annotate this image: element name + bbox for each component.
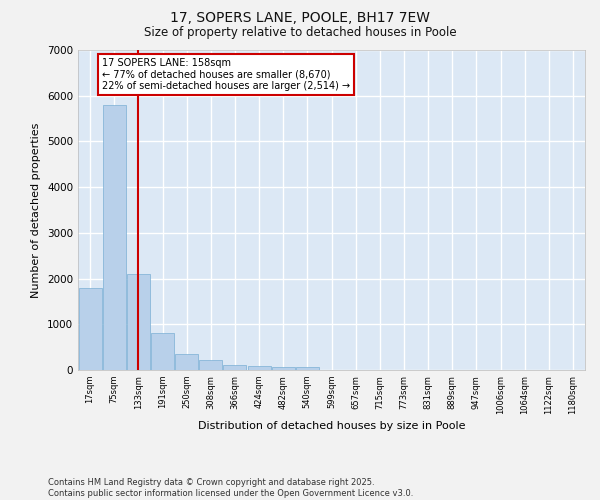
Text: 17, SOPERS LANE, POOLE, BH17 7EW: 17, SOPERS LANE, POOLE, BH17 7EW — [170, 11, 430, 25]
Bar — [223, 364, 247, 370]
Bar — [272, 368, 295, 370]
Bar — [79, 288, 101, 370]
Bar — [151, 332, 174, 370]
Bar — [248, 366, 271, 370]
Bar — [199, 360, 222, 370]
Bar — [103, 105, 125, 370]
Y-axis label: Number of detached properties: Number of detached properties — [31, 122, 41, 298]
Text: Contains HM Land Registry data © Crown copyright and database right 2025.
Contai: Contains HM Land Registry data © Crown c… — [48, 478, 413, 498]
Bar — [296, 368, 319, 370]
Bar — [127, 274, 150, 370]
Text: 17 SOPERS LANE: 158sqm
← 77% of detached houses are smaller (8,670)
22% of semi-: 17 SOPERS LANE: 158sqm ← 77% of detached… — [102, 58, 350, 92]
Bar — [175, 354, 198, 370]
X-axis label: Distribution of detached houses by size in Poole: Distribution of detached houses by size … — [198, 421, 465, 431]
Text: Size of property relative to detached houses in Poole: Size of property relative to detached ho… — [143, 26, 457, 39]
